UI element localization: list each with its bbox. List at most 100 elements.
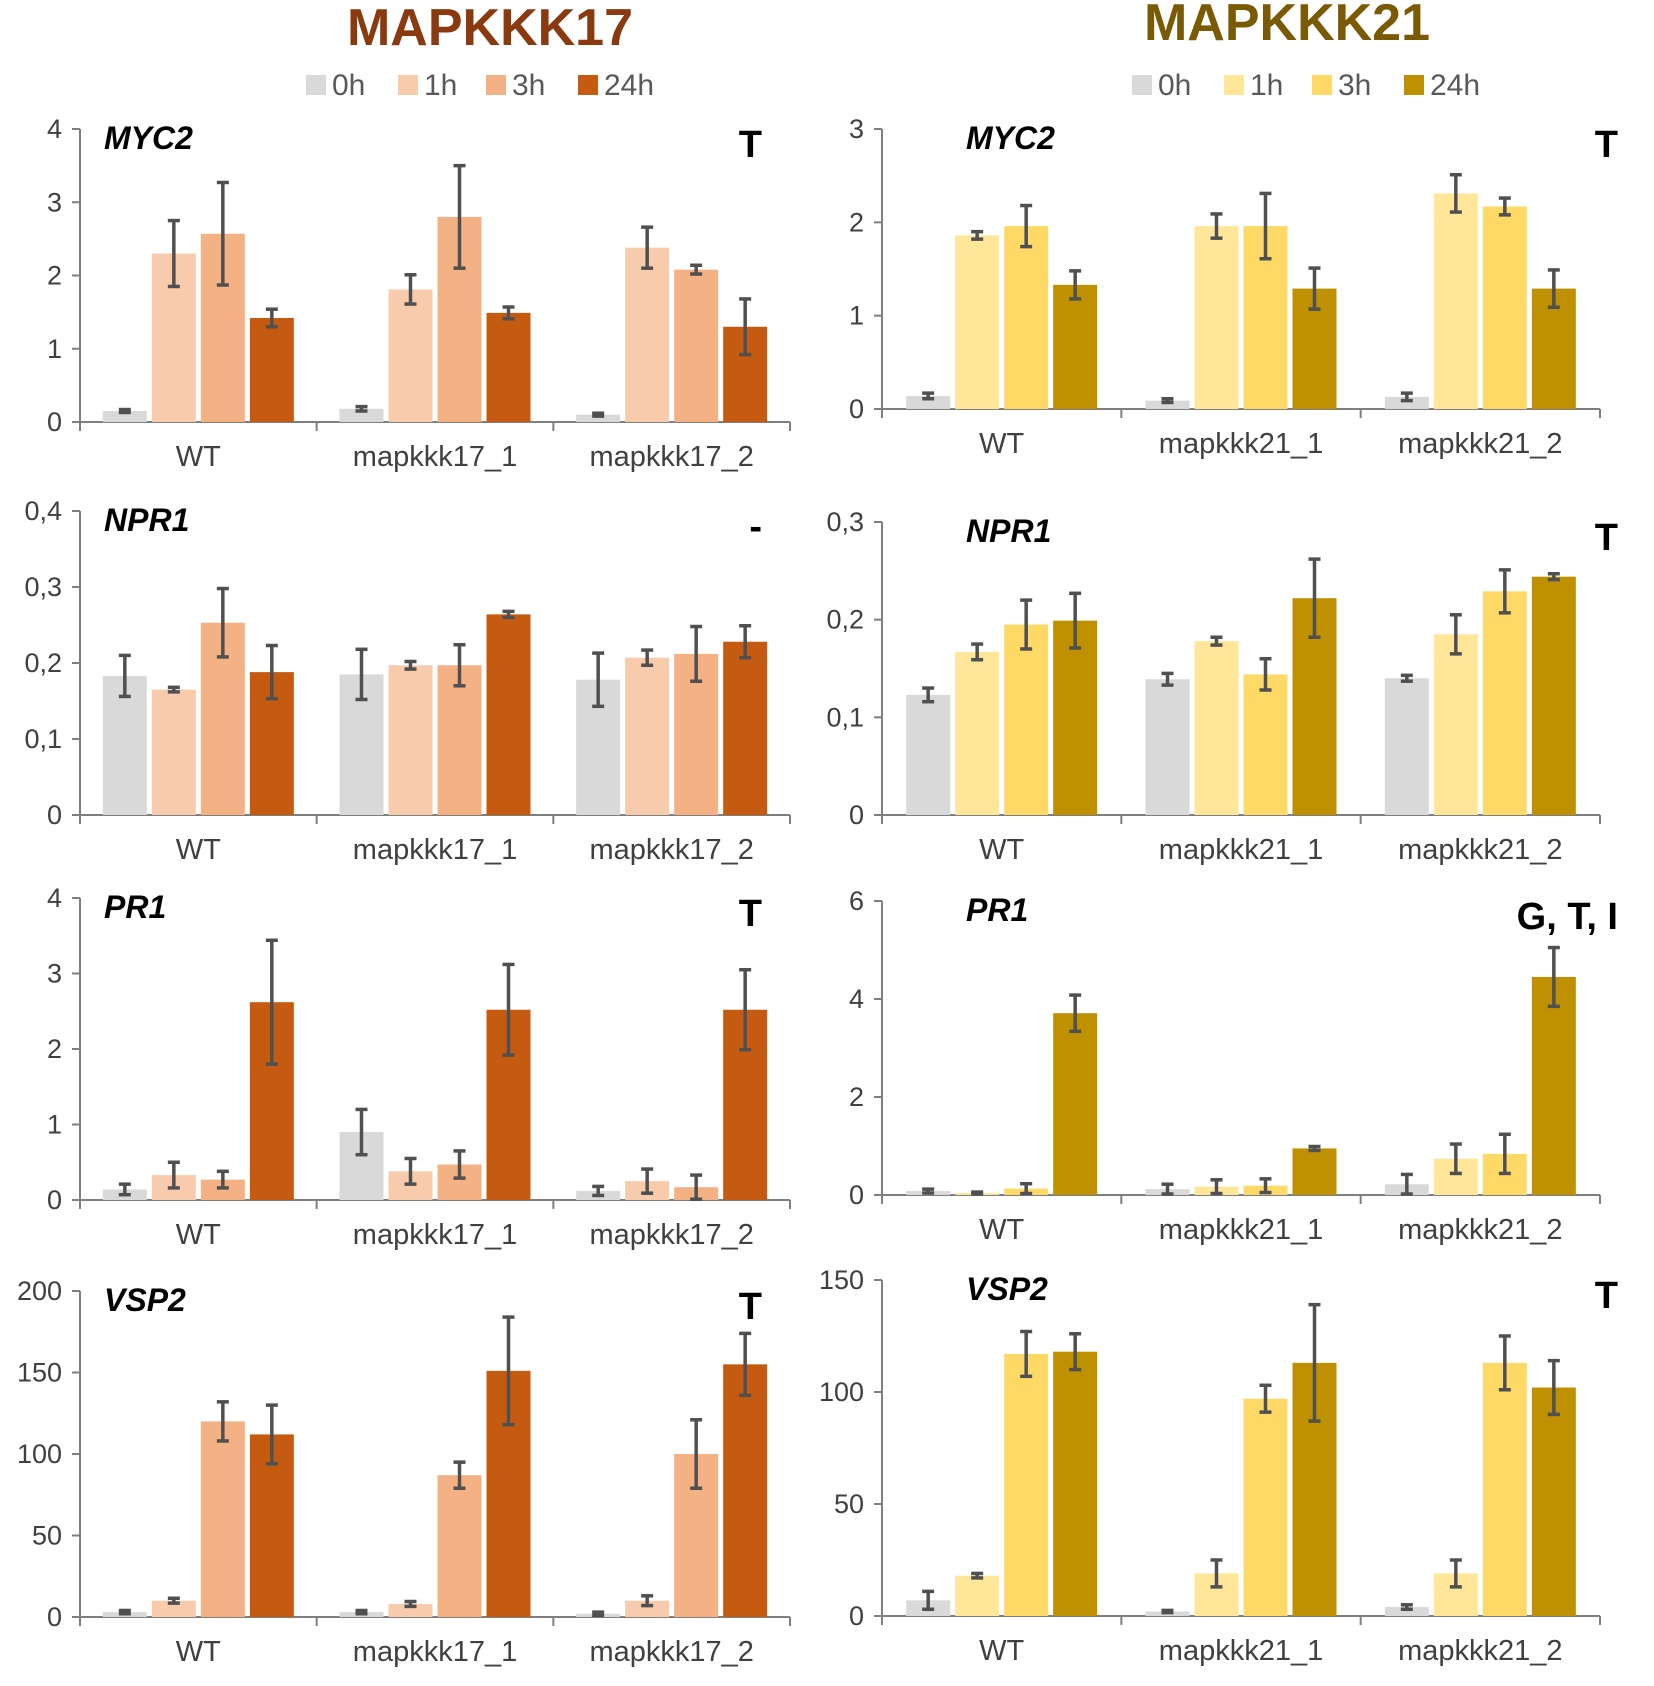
category-label: WT: [176, 834, 221, 866]
gene-label: PR1: [966, 892, 1028, 928]
significance-label: T: [739, 1286, 762, 1328]
y-tick-label: 0: [47, 407, 62, 437]
y-tick-label: 4: [47, 883, 62, 913]
y-tick-label: 0,1: [826, 702, 864, 732]
bar-1h-mapkkk17_1: [388, 665, 433, 815]
significance-label: T: [739, 893, 762, 935]
legend-label-24h: 24h: [604, 69, 654, 102]
error-bar: [355, 1107, 368, 1157]
error-bar: [1020, 203, 1033, 249]
significance-label: T: [1595, 1275, 1618, 1317]
gene-label: VSP2: [104, 1282, 186, 1318]
significance-label: T: [739, 124, 762, 166]
error-bar: [739, 1331, 752, 1398]
bar-0h-mapkkk21_2: [1384, 678, 1429, 815]
legend-swatch-24h: [1404, 75, 1424, 95]
bar-1h-WT: [955, 1575, 1000, 1616]
error-bar: [922, 391, 935, 401]
error-bar: [502, 962, 515, 1057]
category-label: mapkkk21_2: [1398, 1635, 1562, 1667]
error-bar: [355, 1608, 368, 1616]
error-bar: [1161, 671, 1174, 687]
error-bar: [1161, 1182, 1174, 1196]
bar-24h-WT: [1053, 1013, 1098, 1195]
y-tick-label: 50: [32, 1521, 62, 1551]
error-bar: [453, 1460, 466, 1490]
error-bar: [1547, 268, 1560, 310]
error-bar: [1547, 1358, 1560, 1417]
error-bar: [690, 263, 703, 276]
error-bar: [1020, 1329, 1033, 1379]
bar-24h-WT: [1053, 284, 1098, 409]
error-bar: [265, 1403, 278, 1466]
y-tick-label: 0,4: [24, 496, 62, 526]
bar-3h-WT: [200, 1179, 245, 1200]
bar-1h-mapkkk21_1: [1194, 641, 1239, 815]
bar-1h-mapkkk17_1: [388, 1603, 433, 1617]
error-bar: [404, 1156, 417, 1186]
error-bar: [592, 1610, 605, 1618]
significance-label: -: [749, 506, 762, 548]
error-bar: [1161, 396, 1174, 405]
error-bar: [971, 642, 984, 662]
error-bar: [1308, 266, 1321, 311]
error-bar: [922, 686, 935, 704]
panel-myc2-21: 0 1 2 3 WT mapkkk21_1 mapkkk21_2 MYC2 T: [849, 114, 1618, 460]
y-tick-label: 100: [17, 1439, 62, 1469]
category-label: WT: [176, 1636, 221, 1668]
error-bar: [641, 1594, 654, 1608]
error-bar: [1210, 212, 1223, 240]
y-tick-label: 0,2: [24, 648, 62, 678]
error-bar: [118, 653, 131, 699]
error-bar: [453, 163, 466, 270]
error-bar: [1308, 1302, 1321, 1423]
y-tick-label: 50: [834, 1489, 864, 1519]
error-bar: [1449, 1142, 1462, 1176]
category-label: mapkkk21_2: [1398, 428, 1562, 460]
bar-1h-mapkkk21_1: [1194, 226, 1239, 409]
error-bar: [1498, 568, 1511, 615]
error-bar: [404, 1599, 417, 1609]
bar-1h-mapkkk21_2: [1433, 634, 1478, 815]
bar-1h-WT: [151, 1600, 196, 1617]
error-bar: [922, 1589, 935, 1612]
category-label: mapkkk21_1: [1159, 834, 1323, 866]
category-label: mapkkk17_2: [589, 834, 753, 866]
y-tick-label: 0: [849, 1180, 864, 1210]
error-bar: [1400, 1172, 1413, 1196]
bar-0h-mapkkk17_1: [339, 408, 384, 422]
y-tick-label: 1: [47, 334, 62, 364]
bar-3h-WT: [1004, 226, 1049, 409]
bar-24h-mapkkk17_2: [723, 1364, 768, 1617]
y-tick-label: 0,2: [826, 605, 864, 635]
column-title-mapkkk17: MAPKKK17: [347, 0, 633, 57]
error-bar: [265, 938, 278, 1066]
category-label: mapkkk17_2: [589, 1636, 753, 1668]
error-bar: [1069, 269, 1082, 301]
bar-24h-mapkkk21_1: [1292, 1148, 1337, 1195]
error-bar: [1259, 191, 1272, 261]
legend-swatch-3h: [486, 75, 506, 95]
y-tick-label: 4: [849, 984, 864, 1014]
error-bar: [1547, 572, 1560, 582]
error-bar: [118, 407, 131, 415]
error-bar: [355, 647, 368, 702]
bar-1h-mapkkk17_2: [625, 657, 670, 815]
error-bar: [1498, 196, 1511, 217]
error-bar: [167, 1596, 180, 1605]
category-label: mapkkk17_2: [589, 1219, 753, 1251]
error-bar: [453, 1149, 466, 1180]
bar-0h-WT: [906, 395, 951, 409]
error-bar: [1308, 1144, 1321, 1153]
legend-label-0h: 0h: [1158, 69, 1191, 102]
category-label: mapkkk17_1: [353, 441, 517, 473]
error-bar: [1259, 1383, 1272, 1414]
y-tick-label: 2: [47, 261, 62, 291]
bar-3h-mapkkk17_2: [674, 269, 719, 422]
error-bar: [1259, 656, 1272, 692]
error-bar: [592, 411, 605, 418]
error-bar: [265, 307, 278, 329]
legend-swatch-24h: [578, 75, 598, 95]
bar-3h-mapkkk21_2: [1482, 591, 1527, 815]
